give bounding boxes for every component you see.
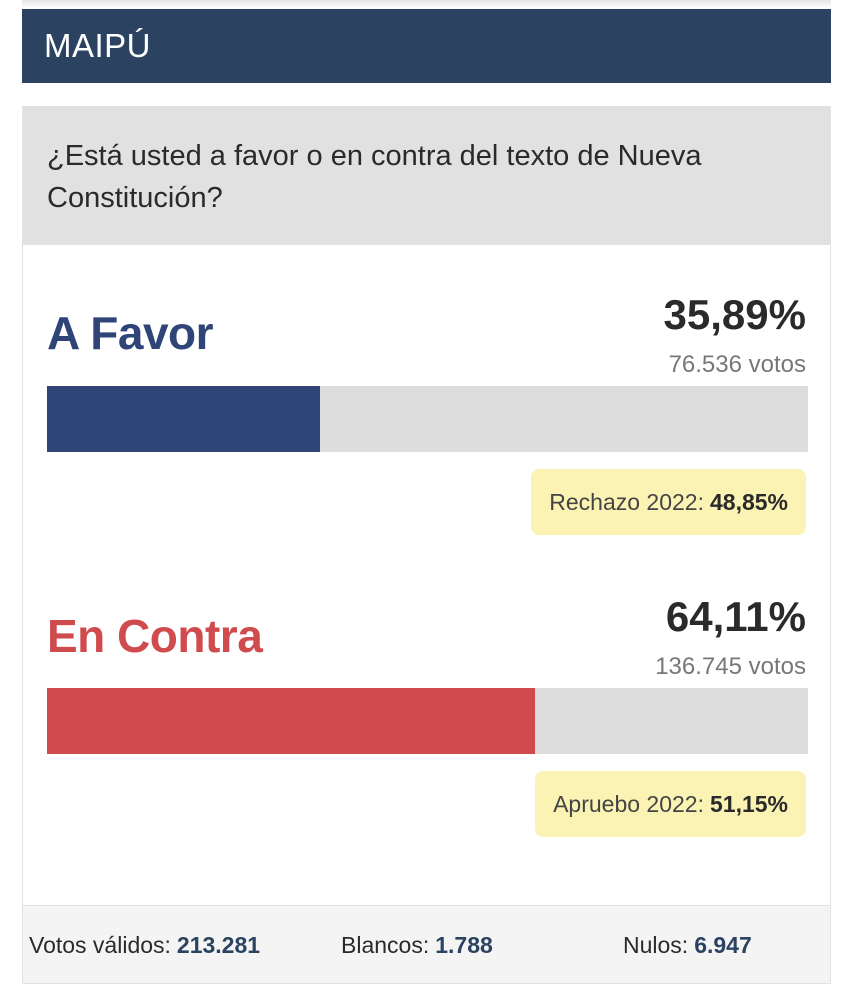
votes-a-favor: 76.536 votos xyxy=(668,351,806,378)
note-rechazo-2022: Rechazo 2022: 48,85% xyxy=(531,469,806,535)
percent-en-contra: 64,11% xyxy=(665,593,806,640)
votes-en-contra: 136.745 votos xyxy=(655,653,806,680)
note-label-rechazo: Rechazo 2022: xyxy=(549,488,704,515)
option-label-en-contra: En Contra xyxy=(47,610,263,662)
region-title: MAIPÚ xyxy=(44,27,152,64)
question-text: ¿Está usted a favor o en contra del text… xyxy=(47,140,702,214)
bar-track-en-contra xyxy=(47,688,808,754)
blank-votes-label: Blancos: xyxy=(341,932,430,958)
valid-votes-label: Votos válidos: xyxy=(29,932,171,958)
bar-track-a-favor xyxy=(47,386,808,452)
option-label-a-favor: A Favor xyxy=(47,307,214,359)
note-value-rechazo: 48,85% xyxy=(709,488,788,515)
results-card: ¿Está usted a favor o en contra del text… xyxy=(22,106,831,984)
blank-votes-value: 1.788 xyxy=(435,932,493,958)
bar-fill-a-favor xyxy=(47,386,321,452)
vote-summary-footer: Votos válidos: 213.281 Blancos: 1.788 Nulo… xyxy=(23,905,830,983)
bar-fill-en-contra xyxy=(47,688,535,754)
top-edge-shadow xyxy=(22,0,831,8)
valid-votes-value: 213.281 xyxy=(176,932,261,958)
note-label-apruebo: Apruebo 2022: xyxy=(553,790,704,817)
valid-votes: Votos válidos: 213.281 xyxy=(29,932,260,959)
note-value-apruebo: 51,15% xyxy=(709,790,788,817)
null-votes-label: Nulos: xyxy=(623,932,689,958)
region-header: MAIPÚ xyxy=(22,9,831,83)
null-votes-value: 6.947 xyxy=(694,932,752,958)
null-votes: Nulos: 6.947 xyxy=(623,932,752,959)
blank-votes: Blancos: 1.788 xyxy=(341,932,493,959)
question-box: ¿Está usted a favor o en contra del text… xyxy=(23,107,830,245)
percent-a-favor: 35,89% xyxy=(663,291,806,338)
note-apruebo-2022: Apruebo 2022: 51,15% xyxy=(535,771,806,837)
